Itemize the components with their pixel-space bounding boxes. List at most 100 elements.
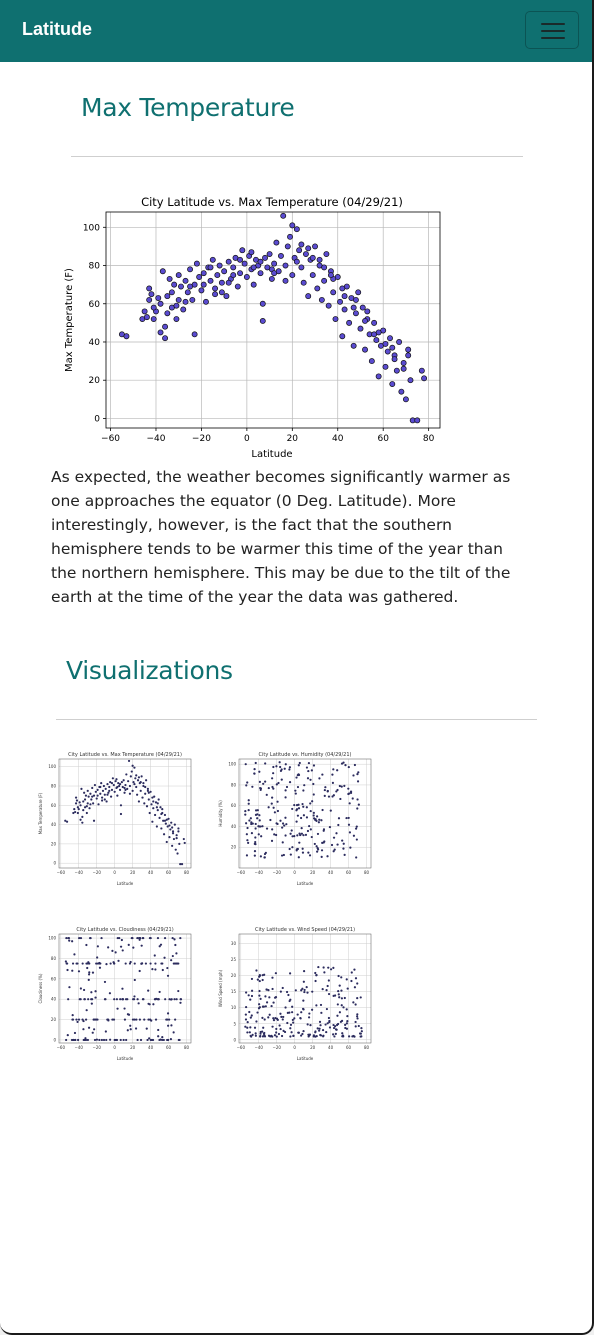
- svg-text:25: 25: [231, 957, 237, 962]
- data-point: [419, 368, 424, 373]
- data-point: [351, 305, 356, 310]
- data-point: [274, 240, 279, 245]
- svg-text:0: 0: [113, 1045, 116, 1050]
- svg-text:5: 5: [233, 1021, 236, 1026]
- data-point: [149, 292, 154, 297]
- data-point: [162, 336, 167, 341]
- data-point: [310, 255, 315, 260]
- data-point: [272, 261, 277, 266]
- x-tick-label: 20: [287, 434, 299, 444]
- svg-text:20: 20: [310, 1045, 316, 1050]
- svg-text:80: 80: [51, 956, 57, 961]
- data-point: [258, 271, 263, 276]
- data-point: [176, 297, 181, 302]
- data-point: [169, 290, 174, 295]
- data-point: [383, 364, 388, 369]
- thumbnail-ylabel: Humidity (%): [218, 800, 223, 827]
- visualization-thumbnail[interactable]: −60 −40 −20 0 20 40 60 80 0 20 40 60 80 100 City Latit…: [36, 923, 201, 1063]
- data-point: [192, 332, 197, 337]
- data-point: [326, 303, 331, 308]
- svg-text:20: 20: [130, 1045, 136, 1050]
- svg-text:100: 100: [48, 936, 56, 941]
- svg-text:80: 80: [51, 784, 57, 789]
- navbar: Latitude: [0, 0, 594, 62]
- data-point: [331, 290, 336, 295]
- data-point: [403, 397, 408, 402]
- svg-text:15: 15: [231, 989, 237, 994]
- svg-text:−20: −20: [92, 870, 101, 875]
- navbar-toggle-button[interactable]: [525, 11, 579, 49]
- data-point: [351, 343, 356, 348]
- data-point: [317, 257, 322, 262]
- svg-text:40: 40: [231, 824, 237, 829]
- data-point: [362, 318, 367, 323]
- x-tick-label: −40: [146, 434, 165, 444]
- data-point: [201, 271, 206, 276]
- y-axis-label: Max Temperature (F): [64, 268, 75, 372]
- svg-text:−60: −60: [57, 870, 66, 875]
- data-point: [258, 259, 263, 264]
- data-point: [201, 282, 206, 287]
- svg-text:80: 80: [184, 870, 190, 875]
- thumbnail-title: City Latitude vs. Humidity (04/29/21): [259, 752, 352, 758]
- data-point: [260, 318, 265, 323]
- data-point: [183, 299, 188, 304]
- svg-text:0: 0: [53, 1037, 56, 1042]
- visualization-thumbnail[interactable]: −60 −40 −20 0 20 40 60 80 0 5 10 15 20 25 30 City Latit…: [216, 923, 381, 1063]
- svg-text:40: 40: [148, 1045, 154, 1050]
- svg-text:−40: −40: [255, 870, 264, 875]
- data-point: [181, 307, 186, 312]
- data-point: [183, 278, 188, 283]
- data-point: [194, 261, 199, 266]
- data-point: [390, 381, 395, 386]
- svg-text:60: 60: [346, 1045, 352, 1050]
- data-point: [365, 309, 370, 314]
- data-point: [197, 274, 202, 279]
- data-point: [267, 251, 272, 256]
- data-point: [340, 286, 345, 291]
- data-point: [310, 272, 315, 277]
- visualization-thumbnail[interactable]: −60 −40 −20 0 20 40 60 80 20 40 60 80 100 City Latitu…: [216, 748, 381, 888]
- svg-text:0: 0: [113, 870, 116, 875]
- data-point: [347, 320, 352, 325]
- data-point: [297, 248, 302, 253]
- max-temperature-heading: Max Temperature: [81, 93, 295, 122]
- data-point: [199, 288, 204, 293]
- data-point: [174, 316, 179, 321]
- x-tick-label: 0: [244, 434, 250, 444]
- data-point: [285, 244, 290, 249]
- data-point: [406, 353, 411, 358]
- data-point: [278, 253, 283, 258]
- svg-text:40: 40: [51, 997, 57, 1002]
- data-point: [290, 223, 295, 228]
- data-point: [353, 311, 358, 316]
- data-point: [294, 227, 299, 232]
- data-point: [178, 284, 183, 289]
- data-point: [269, 276, 274, 281]
- data-point: [342, 307, 347, 312]
- data-point: [328, 272, 333, 277]
- svg-text:100: 100: [48, 764, 56, 769]
- data-point: [301, 280, 306, 285]
- svg-text:−60: −60: [57, 1045, 66, 1050]
- data-point: [401, 366, 406, 371]
- data-point: [235, 284, 240, 289]
- thumbnail-title: City Latitude vs. Max Temperature (04/29…: [68, 752, 182, 758]
- data-point: [374, 337, 379, 342]
- svg-text:−20: −20: [92, 1045, 101, 1050]
- data-point: [353, 297, 358, 302]
- data-point: [162, 324, 167, 329]
- svg-text:60: 60: [51, 976, 57, 981]
- data-point: [383, 341, 388, 346]
- data-point: [399, 389, 404, 394]
- data-point: [217, 263, 222, 268]
- svg-text:−60: −60: [237, 870, 246, 875]
- navbar-brand[interactable]: Latitude: [22, 19, 92, 40]
- svg-text:−60: −60: [237, 1045, 246, 1050]
- x-axis-label: Latitude: [251, 449, 292, 460]
- visualization-thumbnail[interactable]: −60 −40 −20 0 20 40 60 80 0 20 40 60 80 100 City Latit…: [36, 748, 201, 888]
- data-point: [185, 290, 190, 295]
- y-tick-label: 100: [83, 223, 100, 233]
- svg-text:80: 80: [364, 1045, 370, 1050]
- svg-text:30: 30: [231, 941, 237, 946]
